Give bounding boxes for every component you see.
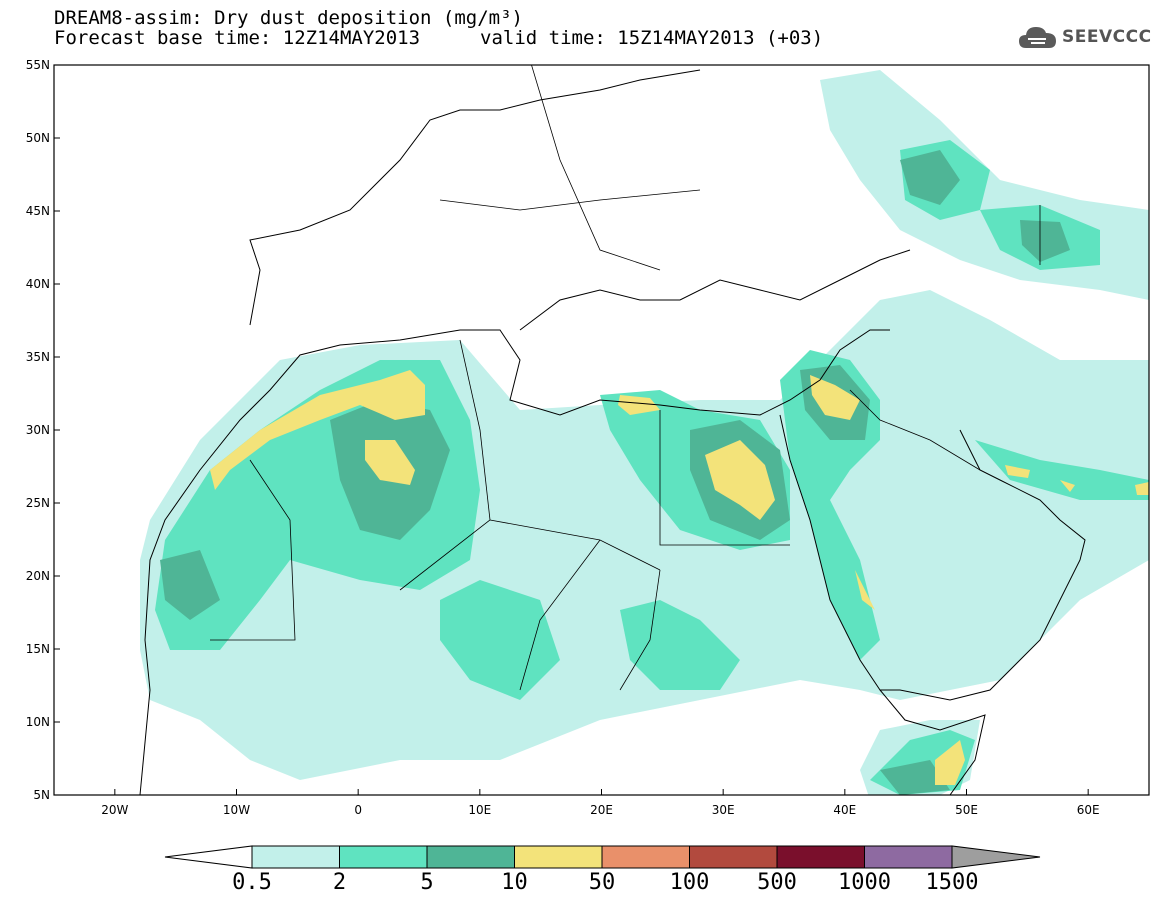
colorbar-label: 1000: [838, 870, 891, 895]
colorbar-swatch: [251, 845, 340, 869]
lon-tick-label: 10W: [223, 803, 250, 817]
lat-tick-label: 25N: [26, 496, 50, 510]
colorbar-swatch: [864, 845, 953, 869]
colorbar-label: 50: [588, 870, 616, 895]
colorbar-swatch: [689, 845, 778, 869]
borders: [210, 65, 1041, 691]
colorbar-swatch: [776, 845, 865, 869]
coastlines: [139, 69, 1086, 795]
lat-tick-label: 5N: [33, 788, 50, 802]
lon-tick-label: 0: [354, 803, 362, 817]
longitude-ticks: 20W 10W 0 10E 20E 30E 40E 50E 60E: [101, 789, 1100, 817]
lon-tick-label: 20E: [590, 803, 613, 817]
lat-tick-label: 55N: [26, 58, 50, 72]
lon-tick-label: 10E: [468, 803, 491, 817]
lat-tick-label: 35N: [26, 350, 50, 364]
lon-tick-label: 50E: [955, 803, 978, 817]
lon-tick-label: 40E: [833, 803, 856, 817]
lon-tick-label: 20W: [101, 803, 128, 817]
colorbar-label: 5: [420, 870, 434, 895]
seevccc-logo: SEEVCCC: [1018, 24, 1152, 50]
lat-tick-label: 15N: [26, 642, 50, 656]
cloud-icon: [1019, 27, 1056, 48]
colorbar-label: 500: [757, 870, 797, 895]
colorbar-swatch: [601, 845, 690, 869]
colorbar-swatch: [514, 845, 603, 869]
lon-tick-label: 60E: [1077, 803, 1100, 817]
lat-tick-label: 10N: [26, 715, 50, 729]
lat-tick-label: 20N: [26, 569, 50, 583]
colorbar-label: 10: [501, 870, 528, 895]
colorbar-under-triangle: [164, 845, 253, 869]
lon-tick-label: 30E: [712, 803, 735, 817]
dust-shading: [139, 65, 1149, 795]
colorbar-label: 0.5: [232, 870, 272, 895]
lat-tick-label: 40N: [26, 277, 50, 291]
colorbar-label: 2: [332, 870, 347, 895]
colorbar-swatch: [339, 845, 428, 869]
valid-time: valid time: 15Z14MAY2013 (+03): [480, 27, 824, 49]
lat-tick-label: 30N: [26, 423, 50, 437]
colorbar-over-triangle: [951, 845, 1041, 869]
logo-text: SEEVCCC: [1062, 27, 1152, 47]
colorbar-swatch: [426, 845, 515, 869]
colorbar: [164, 845, 1041, 869]
lat-tick-label: 45N: [26, 204, 50, 218]
map-title: DREAM8-assim: Dry dust deposition (mg/m³…: [54, 7, 523, 29]
forecast-base-time: Forecast base time: 12Z14MAY2013: [54, 27, 421, 49]
latitude-ticks: 5N 10N 15N 20N 25N 30N 35N 40N 45N 50N 55N: [26, 58, 60, 802]
lat-tick-label: 50N: [26, 131, 50, 145]
colorbar-label: 1500: [925, 870, 979, 895]
colorbar-label: 100: [669, 870, 710, 895]
shading-level-4: [210, 370, 1149, 785]
